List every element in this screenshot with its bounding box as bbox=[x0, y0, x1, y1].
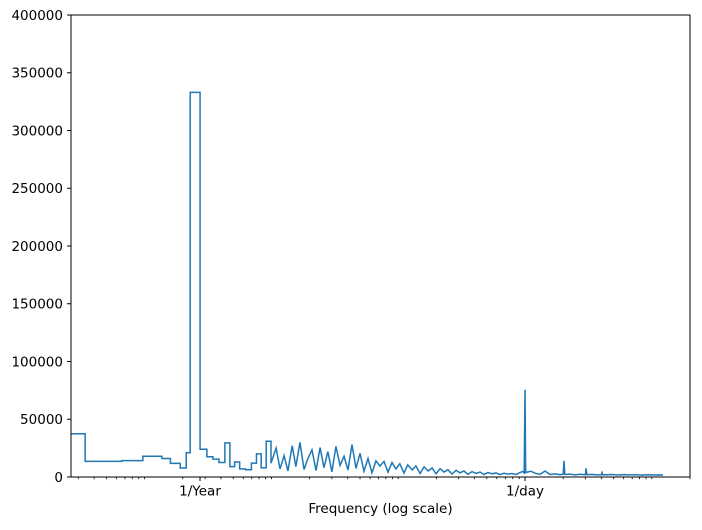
y-tick-label: 300000 bbox=[11, 123, 63, 139]
y-tick-label: 150000 bbox=[11, 297, 63, 313]
plot-frame bbox=[70, 14, 691, 478]
y-tick-label: 400000 bbox=[11, 8, 63, 24]
y-tick-label: 100000 bbox=[11, 354, 63, 370]
y-tick-label: 0 bbox=[54, 470, 63, 486]
x-axis-label: Frequency (log scale) bbox=[308, 501, 453, 517]
x-tick-label: 1/Year bbox=[179, 484, 221, 500]
y-tick-label: 250000 bbox=[11, 181, 63, 197]
y-tick-label: 350000 bbox=[11, 66, 63, 82]
spectrum-line bbox=[71, 91, 664, 476]
y-tick-label: 50000 bbox=[20, 412, 63, 428]
x-tick-label: 1/day bbox=[506, 484, 544, 500]
y-tick-label: 200000 bbox=[11, 239, 63, 255]
